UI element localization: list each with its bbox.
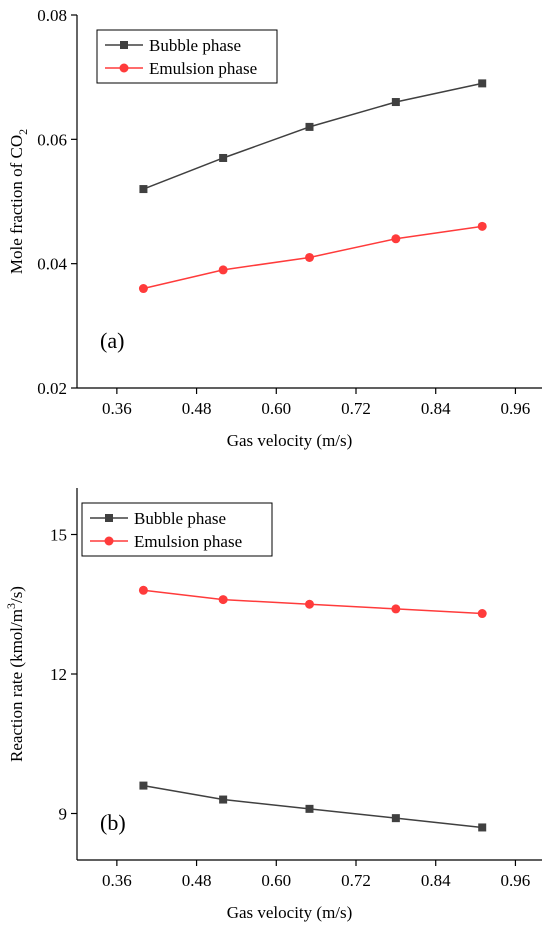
legend-marker-square (105, 514, 113, 522)
data-point-bubble (305, 122, 314, 131)
y-tick-label: 0.06 (37, 130, 67, 149)
y-tick-label: 0.04 (37, 255, 67, 274)
data-point-bubble (219, 153, 228, 162)
legend-label: Emulsion phase (149, 59, 257, 78)
y-tick-label: 0.02 (37, 379, 67, 398)
legend-label: Emulsion phase (134, 532, 242, 551)
data-point-bubble (305, 804, 314, 813)
legend-marker-circle (104, 536, 114, 546)
x-axis-title: Gas velocity (m/s) (227, 431, 353, 450)
data-point-emulsion (477, 221, 487, 231)
x-tick-label: 0.60 (261, 871, 291, 890)
data-point-emulsion (138, 585, 148, 595)
x-tick-label: 0.48 (182, 871, 212, 890)
x-tick-label: 0.36 (102, 871, 132, 890)
panel-label: (a) (100, 328, 124, 353)
y-tick-label: 0.08 (37, 6, 67, 25)
data-point-bubble (478, 79, 487, 88)
data-point-bubble (219, 795, 228, 804)
x-tick-label: 0.96 (501, 399, 531, 418)
data-point-emulsion (218, 595, 228, 605)
data-point-bubble (139, 185, 148, 194)
legend-box (96, 29, 278, 84)
data-point-emulsion (305, 252, 314, 262)
data-point-bubble (478, 823, 487, 832)
data-point-bubble (391, 98, 400, 107)
legend-label: Bubble phase (149, 36, 241, 55)
data-point-emulsion (391, 234, 401, 244)
y-tick-label: 15 (50, 526, 67, 545)
legend-box (81, 502, 273, 557)
x-tick-label: 0.60 (261, 399, 291, 418)
panel-b: 0.36 0.48 0.60 0.72 0.84 0.96 9 12 15 Gas velocit… (4, 488, 542, 922)
x-tick-label: 0.72 (341, 399, 371, 418)
x-axis-title: Gas velocity (m/s) (227, 903, 353, 922)
panel-label: (b) (100, 810, 126, 835)
legend: Bubble phase Emulsion phase (96, 29, 278, 84)
x-tick-label: 0.96 (501, 871, 531, 890)
data-point-emulsion (391, 604, 401, 614)
data-point-bubble (391, 814, 400, 823)
panel-a: 0.36 0.48 0.60 0.72 0.84 0.96 0.02 0.04 0.06 0.08… (7, 6, 542, 450)
data-point-bubble (139, 781, 148, 790)
x-tick-label: 0.84 (421, 871, 451, 890)
legend-label: Bubble phase (134, 509, 226, 528)
data-point-emulsion (477, 609, 487, 619)
y-axis-title: Reaction rate (kmol/m3/s) (4, 586, 26, 762)
series-line-bubble (143, 82, 483, 190)
data-point-emulsion (218, 265, 228, 275)
x-tick-label: 0.48 (182, 399, 212, 418)
x-tick-label: 0.84 (421, 399, 451, 418)
legend: Bubble phase Emulsion phase (81, 502, 273, 557)
y-tick-label: 9 (59, 805, 68, 824)
y-tick-label: 12 (50, 665, 67, 684)
legend-marker-square (120, 41, 128, 49)
data-point-emulsion (138, 284, 148, 294)
data-point-emulsion (305, 599, 314, 609)
x-tick-label: 0.36 (102, 399, 132, 418)
x-tick-label: 0.72 (341, 871, 371, 890)
y-axis-title: Mole fraction of CO2 (7, 129, 30, 274)
legend-marker-circle (119, 63, 129, 73)
